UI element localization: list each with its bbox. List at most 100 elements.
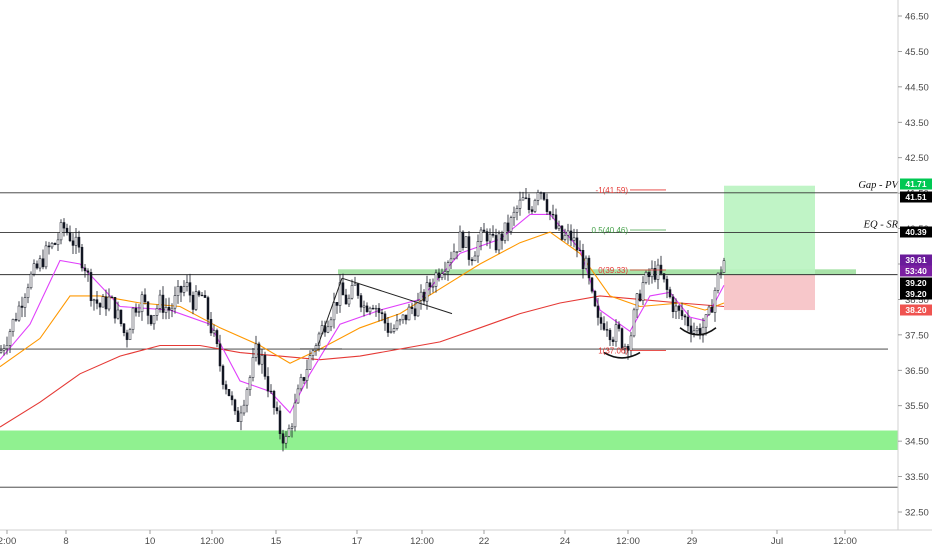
candle-body <box>662 273 666 280</box>
candle-body <box>287 428 291 437</box>
candle-body <box>8 331 12 346</box>
candle-body <box>302 377 306 381</box>
candle-body <box>47 245 51 248</box>
candle-body <box>38 258 42 269</box>
y-tick-label: 44.50 <box>905 82 929 93</box>
candle-body <box>158 294 162 309</box>
candle-body <box>230 395 234 401</box>
x-tick-label: 12:00 <box>616 536 640 547</box>
annotation-gap-pv: Gap - PV <box>858 180 899 191</box>
candle-body <box>407 306 411 321</box>
candle-body <box>266 376 270 392</box>
candle-body <box>209 319 213 334</box>
price-tag-label: 41.51 <box>905 192 927 202</box>
candle-body <box>68 232 72 242</box>
candle-body <box>119 309 123 325</box>
candle-body <box>485 231 489 242</box>
candle-body <box>530 209 534 212</box>
candle-body <box>545 199 549 212</box>
candle-body <box>641 282 645 301</box>
candle-body <box>566 230 570 236</box>
candle-body <box>479 229 483 242</box>
candle-body <box>50 243 54 248</box>
candle-body <box>416 300 420 317</box>
candle-body <box>515 208 519 213</box>
candle-body <box>599 317 603 324</box>
candle-body <box>512 211 516 218</box>
candle-body <box>392 328 396 332</box>
candle-body <box>683 315 687 318</box>
candle-body <box>554 214 558 229</box>
candle-body <box>428 282 432 288</box>
price-tag-label: 38.20 <box>905 305 927 315</box>
candle-body <box>653 268 657 280</box>
candle-body <box>626 346 630 351</box>
candle-body <box>341 282 345 296</box>
candle-body <box>458 231 462 252</box>
candle-body <box>398 319 402 322</box>
candle-body <box>368 307 372 313</box>
price-tag-bg <box>900 277 932 289</box>
candle-body <box>497 233 501 251</box>
candle-body <box>83 267 87 272</box>
candle-body <box>2 348 6 351</box>
candle-body <box>5 345 9 349</box>
candle-body <box>284 436 288 444</box>
fib-level-050-label: 0.5(40.46) <box>592 226 629 235</box>
candle-body <box>53 243 57 245</box>
price-tag-bg <box>900 288 932 300</box>
candle-body <box>659 264 663 274</box>
candle-body <box>353 283 357 286</box>
candle-body <box>107 296 111 310</box>
x-tick-label: 24 <box>560 536 571 547</box>
candle-body <box>89 272 93 302</box>
candle-body <box>524 197 528 199</box>
price-tag: 39.20 <box>900 288 932 300</box>
candle-body <box>35 263 39 269</box>
position-profit-zone <box>724 185 815 275</box>
price-tag: 53:40 <box>900 265 932 277</box>
candle-body <box>239 412 243 422</box>
candle-body <box>551 213 555 216</box>
candle-body <box>503 222 507 241</box>
y-tick-label: 32.50 <box>905 508 929 519</box>
candle-body <box>335 302 339 306</box>
candle-body <box>581 249 585 270</box>
candle-body <box>20 305 24 308</box>
fib-level-0-label: 0(39.33) <box>598 266 628 275</box>
candle-body <box>611 339 615 342</box>
candle-body <box>674 305 678 313</box>
candle-body <box>98 303 102 308</box>
candle-body <box>116 309 120 319</box>
candle-body <box>311 350 315 356</box>
candle-body <box>254 343 258 358</box>
candle-body <box>569 230 573 241</box>
candle-body <box>629 335 633 351</box>
fib-level-1-label: 1(37.06) <box>598 346 628 355</box>
ema-mid-line <box>0 231 725 368</box>
price-tag-bg <box>900 178 932 190</box>
candle-body <box>227 389 231 396</box>
candle-body <box>176 286 180 296</box>
candle-body <box>26 287 30 298</box>
candle-body <box>56 239 60 245</box>
price-tag: 39.61 <box>900 254 932 266</box>
candle-body <box>347 297 351 305</box>
candle-body <box>161 294 165 313</box>
price-tag: 38.20 <box>900 304 932 316</box>
candle-body <box>680 310 684 317</box>
candle-body <box>350 285 354 299</box>
candle-body <box>257 343 261 365</box>
price-tag-bg <box>900 226 932 238</box>
candle-body <box>434 272 438 287</box>
candle-body <box>470 259 474 262</box>
y-tick-label: 45.50 <box>905 47 929 58</box>
candle-body <box>716 272 720 291</box>
candle-body <box>401 314 405 321</box>
candle-body <box>722 260 726 273</box>
candle-body <box>455 251 459 253</box>
candle-body <box>647 272 651 278</box>
y-tick-label: 34.50 <box>905 437 929 448</box>
